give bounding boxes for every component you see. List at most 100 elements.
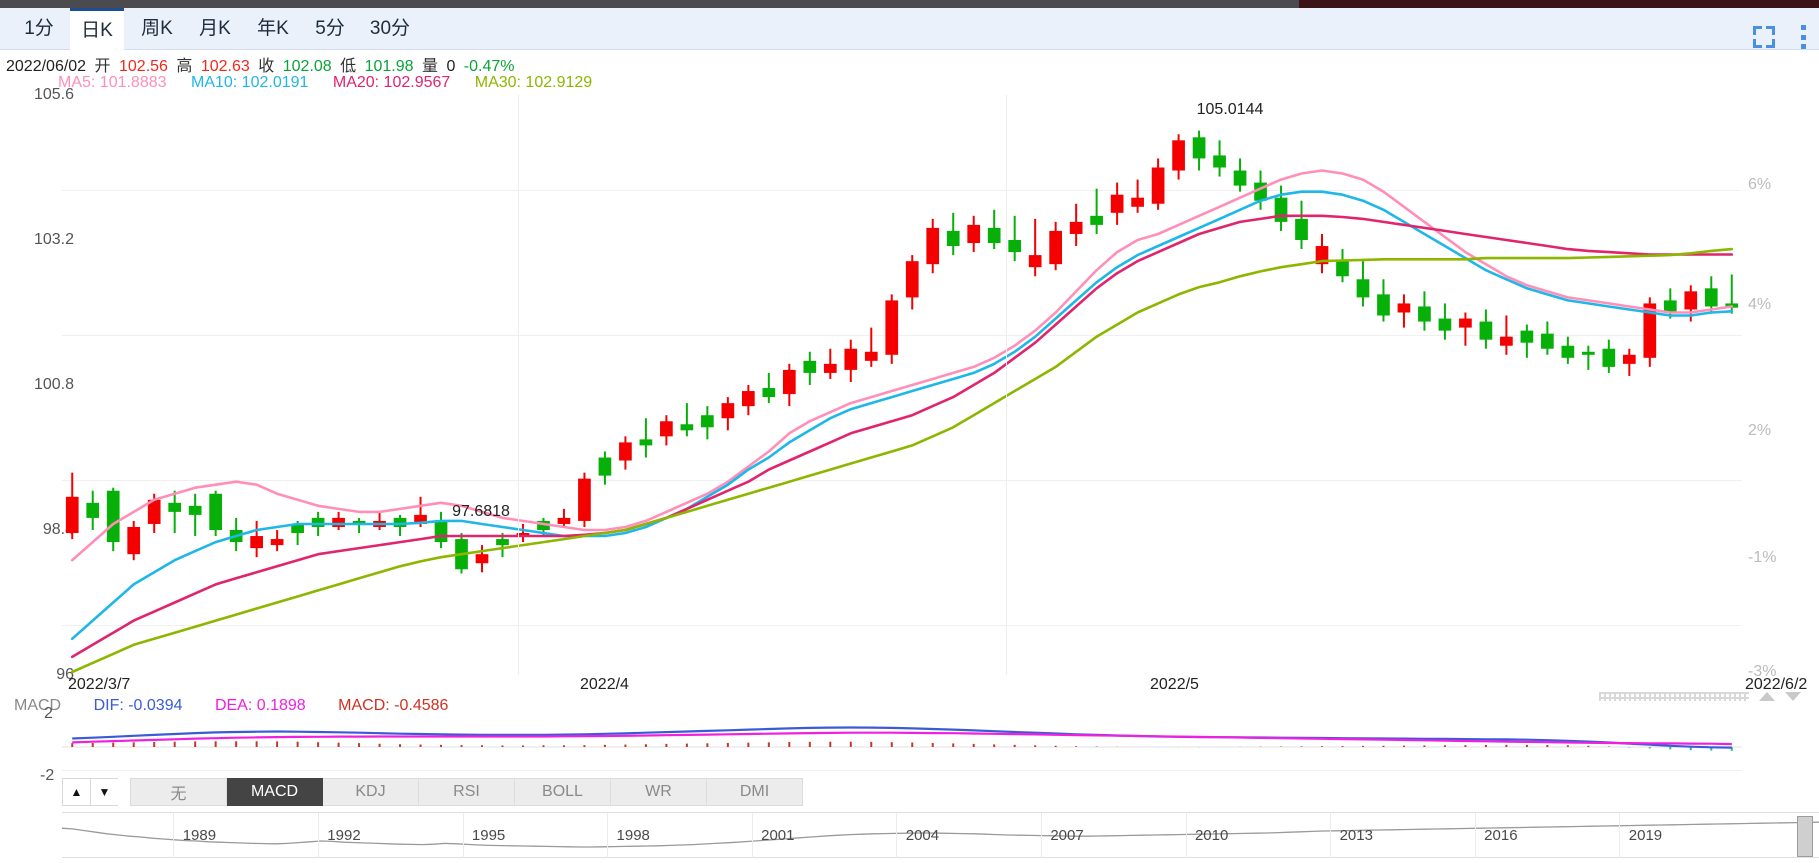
timeline-grid-line [751, 813, 753, 858]
timeline-grid-line [173, 813, 175, 858]
ma30-value: MA30: 102.9129 [474, 74, 593, 91]
timeline-year: 2001 [761, 827, 795, 844]
x-axis-date: 2022/3/7 [68, 676, 131, 693]
macd-y-tick-top: 2 [44, 705, 53, 722]
quote-summary: 2022/06/02 开 102.56 高 102.63 收 102.08 低 … [6, 52, 519, 76]
timeline-year: 2016 [1484, 827, 1518, 844]
quote-date: 2022/06/02 [6, 58, 87, 75]
low-label: 低 [340, 58, 357, 75]
macd-y-tick-bottom: -2 [40, 767, 55, 784]
high-label: 高 [176, 58, 193, 75]
x-axis-date: 2022/5 [1150, 676, 1199, 693]
y-axis-tick: 96 [56, 666, 74, 683]
tab-年K[interactable]: 年K [257, 18, 289, 39]
timeline-grid-line [607, 813, 609, 858]
timeline-year: 1995 [471, 827, 506, 844]
timeline-sparkline [62, 821, 1819, 848]
ma10-value: MA10: 102.0191 [190, 74, 309, 91]
indicator-button-RSI[interactable]: RSI [419, 778, 515, 806]
indicator-button-row: ▲ ▼ 无 MACD KDJ RSI BOLL WR DMI [62, 778, 803, 806]
timeline-year: 2004 [905, 827, 940, 844]
timeline-year: 2010 [1194, 827, 1229, 844]
y-axis-tick: 100.8 [33, 376, 74, 393]
open-value: 102.56 [119, 58, 168, 75]
grid-line-vertical [518, 95, 519, 675]
macd-canvas[interactable] [62, 716, 1742, 778]
volume-label: 量 [421, 58, 438, 75]
tab-月K[interactable]: 月K [199, 18, 231, 39]
right-axis-tick: 4% [1748, 296, 1772, 313]
grid-line [62, 190, 1742, 191]
y-axis-tick: 103.2 [33, 231, 74, 248]
top-right-icons [1753, 16, 1807, 58]
timeline-grid-line [1185, 813, 1187, 858]
timeline-year: 1998 [616, 827, 650, 844]
tab-周K[interactable]: 周K [141, 18, 173, 39]
tab-日K[interactable]: 日K [70, 8, 124, 50]
timeline-year: 2019 [1628, 827, 1663, 844]
tab-5分[interactable]: 5分 [315, 18, 345, 39]
timeline-grid-line [1474, 813, 1476, 858]
timeline-grid-line [462, 813, 464, 858]
indicator-button-DMI[interactable]: DMI [707, 778, 803, 806]
volume-value: 0 [446, 58, 456, 75]
indicator-scroll-down-icon[interactable]: ▼ [90, 778, 118, 806]
page-top-strip [0, 0, 1819, 8]
timeline-grid-line [1330, 813, 1332, 858]
macd-indicator-name: MACD [14, 697, 62, 714]
page-top-strip-right [1299, 0, 1819, 8]
tab-30分[interactable]: 30分 [369, 18, 411, 39]
macd-panel-tools [1599, 692, 1801, 701]
grid-line-vertical [1006, 95, 1007, 675]
right-axis-tick: 2% [1748, 422, 1772, 439]
right-axis-tick: -3% [1748, 663, 1777, 680]
panel-move-down-icon[interactable] [1785, 692, 1801, 701]
x-axis-date: 2022/4 [580, 676, 629, 693]
indicator-button-KDJ[interactable]: KDJ [323, 778, 419, 806]
macd-dea-value: DEA: 0.1898 [214, 697, 306, 714]
indicator-button-MACD[interactable]: MACD [227, 778, 323, 806]
timeline-year: 2007 [1050, 827, 1084, 844]
collapse-fullscreen-icon[interactable] [1753, 26, 1775, 48]
ma-summary: MA5: 101.8883 MA10: 102.0191 MA20: 102.9… [58, 74, 612, 92]
indicator-button-BOLL[interactable]: BOLL [515, 778, 611, 806]
right-axis-tick: -1% [1748, 549, 1777, 566]
indicator-button-无[interactable]: 无 [130, 778, 227, 806]
indicator-scroll-up-icon[interactable]: ▲ [62, 778, 90, 806]
low-annotation: 97.6818 [452, 503, 510, 520]
high-annotation: 105.0144 [1196, 101, 1264, 118]
grid-line [62, 335, 1742, 336]
price-chart[interactable]: 105.6 103.2 100.8 98.4 96 6% 4% 2% -1% -3% 105.0… [0, 86, 1819, 771]
close-value: 102.08 [282, 58, 332, 75]
macd-dif-value: DIF: -0.0394 [93, 697, 183, 714]
indicator-button-WR[interactable]: WR [611, 778, 707, 806]
period-tabbar: 1分 日K 周K 月K 年K 5分 30分 [0, 8, 1819, 50]
timeline-year: 1989 [182, 827, 217, 844]
high-value: 102.63 [200, 58, 250, 75]
ma5-value: MA5: 101.8883 [58, 74, 167, 91]
timeline-grid-line [317, 813, 319, 858]
grid-line [62, 770, 1742, 771]
macd-legend: MACD DIF: -0.0394 DEA: 0.1898 MACD: -0.4… [14, 697, 476, 715]
open-label: 开 [94, 58, 111, 75]
timeline-scroll-handle[interactable] [1797, 816, 1813, 857]
x-axis-dates: 2022/3/7 2022/4 2022/5 2022/6/2 [0, 676, 1819, 700]
change-percent: -0.47% [463, 58, 515, 75]
y-axis-tick: 105.6 [33, 86, 74, 103]
timeline-grid-line [1619, 813, 1621, 858]
more-vertical-icon[interactable] [1801, 25, 1807, 49]
ma20-value: MA20: 102.9567 [332, 74, 451, 91]
timeline-year: 1992 [327, 827, 361, 844]
tab-1分[interactable]: 1分 [24, 18, 54, 39]
right-axis-tick: 6% [1748, 176, 1772, 193]
timeline-overview[interactable]: 1989 1992 1995 1998 2001 2004 2007 2010 2013 2016… [62, 812, 1819, 858]
x-axis-date: 2022/6/2 [1745, 676, 1808, 693]
candlestick-canvas[interactable] [62, 95, 1742, 675]
macd-macd-value: MACD: -0.4586 [338, 697, 449, 714]
panel-move-up-icon[interactable] [1759, 692, 1775, 701]
low-value: 101.98 [364, 58, 414, 75]
grid-line [62, 625, 1742, 626]
panel-resize-grip[interactable] [1599, 692, 1749, 701]
timeline-grid-line [1041, 813, 1043, 858]
timeline-year: 2013 [1339, 827, 1373, 844]
